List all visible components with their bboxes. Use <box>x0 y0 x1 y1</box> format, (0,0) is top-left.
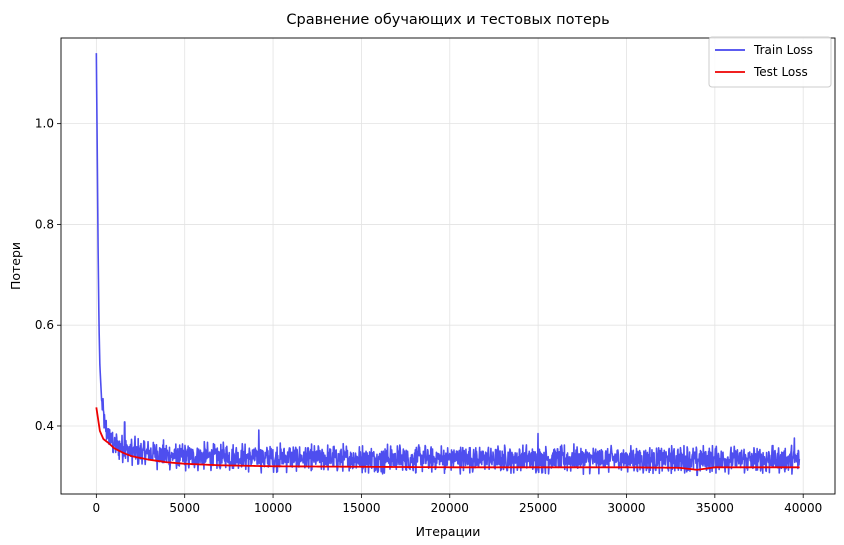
legend-label-train: Train Loss <box>753 43 813 57</box>
x-axis-title: Итерации <box>416 524 481 539</box>
chart-title: Сравнение обучающих и тестовых потерь <box>286 12 609 28</box>
grid-lines <box>61 38 835 494</box>
train-loss-line <box>95 53 801 477</box>
y-tick-label: 1.0 <box>35 117 54 131</box>
x-tick-label: 40000 <box>784 501 822 515</box>
legend-label-test: Test Loss <box>753 65 808 79</box>
y-tick-label: 0.8 <box>35 217 54 231</box>
plot-frame <box>60 37 836 495</box>
series-layer <box>95 53 801 477</box>
test-loss-line <box>95 407 800 471</box>
x-tick-label: 15000 <box>342 501 380 515</box>
x-tick-label: 30000 <box>607 501 645 515</box>
axis-ticks: 0 5000 10000 15000 20000 25000 30000 35000 40000… <box>35 117 822 515</box>
x-tick-label: 10000 <box>254 501 292 515</box>
x-tick-label: 0 <box>93 501 101 515</box>
x-tick-label: 25000 <box>519 501 557 515</box>
y-axis-title: Потери <box>8 242 23 290</box>
y-tick-label: 0.4 <box>35 419 54 433</box>
x-tick-label: 5000 <box>169 501 200 515</box>
y-tick-label: 0.6 <box>35 318 54 332</box>
legend: Train Loss Test Loss <box>708 36 832 88</box>
x-tick-label: 35000 <box>696 501 734 515</box>
x-tick-label: 20000 <box>431 501 469 515</box>
